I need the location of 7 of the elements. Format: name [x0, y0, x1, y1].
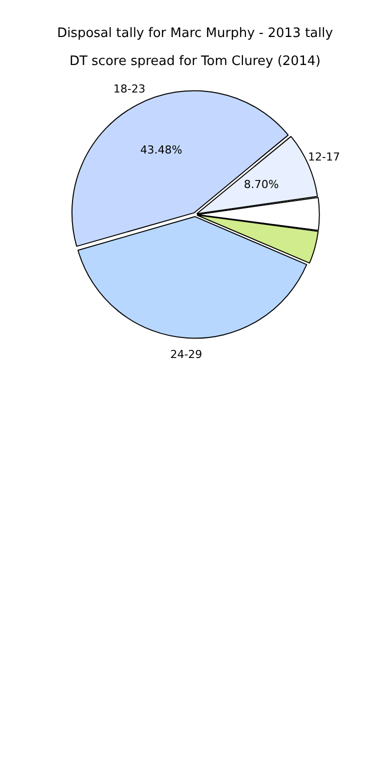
slice-label: 24-29 [170, 348, 202, 362]
data-label: 8.70% [244, 178, 279, 192]
chart-subtitle: DT score spread for Tom Clurey (2014) [69, 54, 321, 69]
chart-title: Disposal tally for Marc Murphy - 2013 tally [57, 26, 334, 42]
slice-label: 18-23 [113, 82, 146, 96]
slice-label: 12-17 [308, 150, 340, 164]
data-label: 43.48% [140, 143, 182, 156]
